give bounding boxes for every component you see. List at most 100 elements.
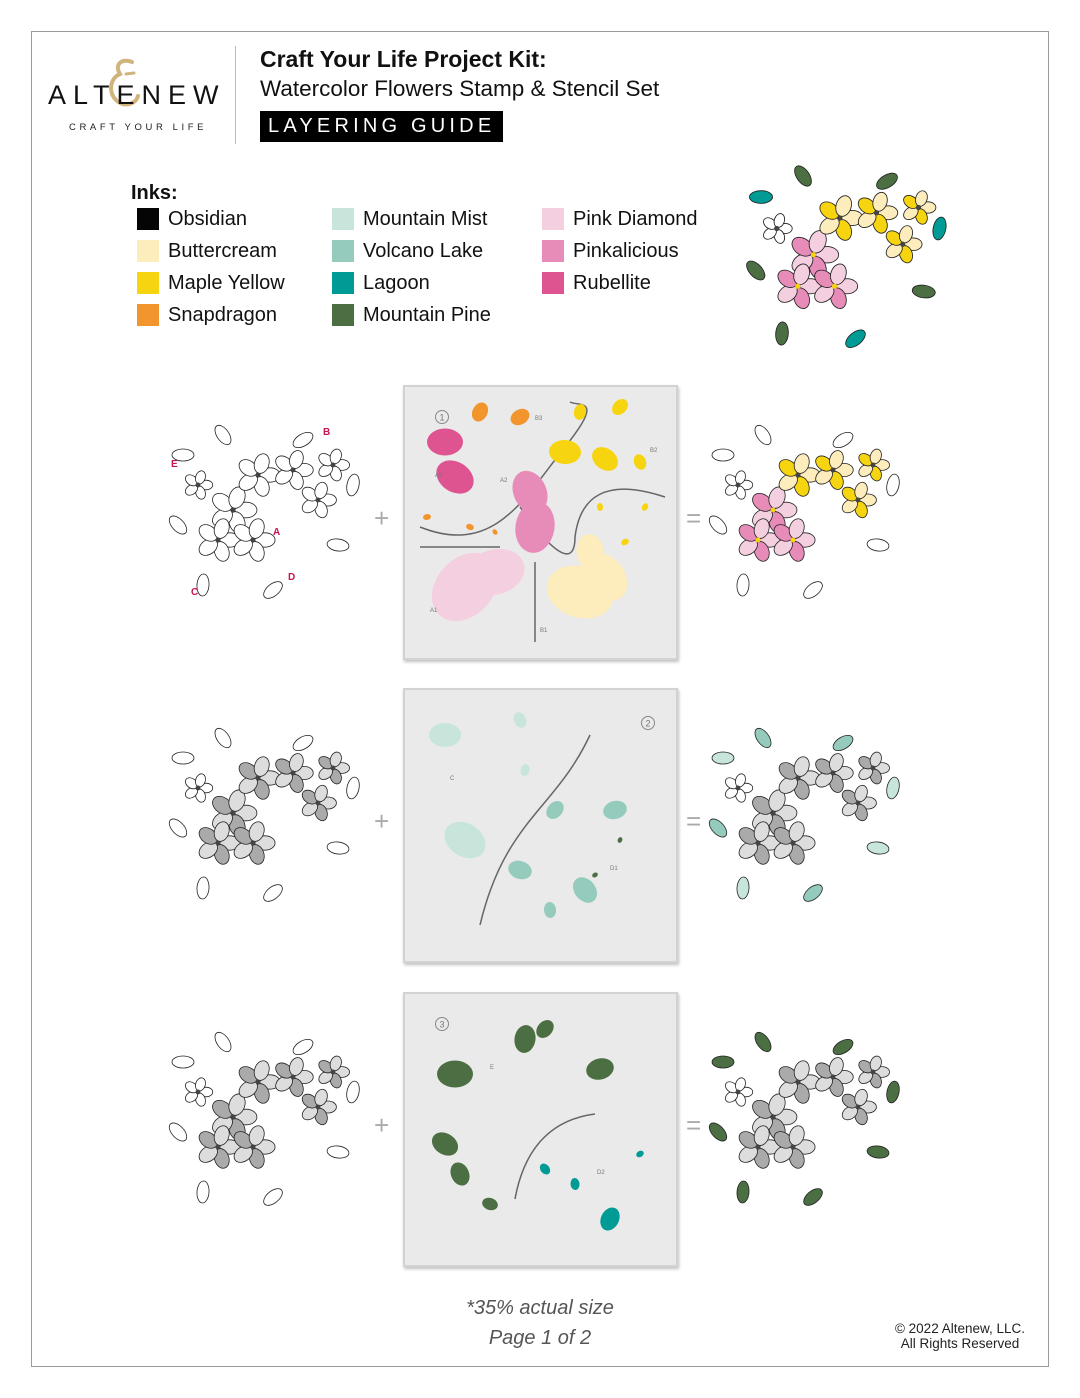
leaf-shape xyxy=(886,1080,900,1104)
stencil-opening xyxy=(592,872,598,878)
stencil-3: 3 E D2 xyxy=(403,992,678,1267)
flower-center xyxy=(230,1114,236,1120)
leaf-shape xyxy=(736,573,750,597)
leaf-shape xyxy=(196,876,210,900)
flower-center xyxy=(330,765,336,771)
flower-center xyxy=(215,840,221,846)
stencil-opening xyxy=(600,1207,620,1231)
stencil-opening xyxy=(482,1197,498,1211)
leaf-shape xyxy=(708,818,728,838)
flower-center xyxy=(870,1069,876,1075)
leaf-shape xyxy=(292,431,314,449)
flower-center xyxy=(830,1074,836,1080)
ink-name: Buttercream xyxy=(168,239,277,262)
leaf-shape xyxy=(168,515,188,535)
stencil-opening xyxy=(429,723,461,747)
leaf-shape xyxy=(876,172,898,190)
stamp-label: A xyxy=(273,527,280,538)
stencil-opening xyxy=(641,503,649,511)
size-note: *35% actual size xyxy=(466,1297,614,1319)
leaf-shape xyxy=(326,841,350,855)
leaf-shape xyxy=(775,321,789,346)
result-image xyxy=(708,727,900,902)
leaf-shape xyxy=(196,573,210,597)
stencil-opening xyxy=(520,764,530,776)
stencil-label: D2 xyxy=(597,1170,605,1176)
logo-wordmark: ALTENEW xyxy=(48,80,226,110)
leaf-shape xyxy=(794,165,812,187)
flower-center xyxy=(290,770,296,776)
stencil-opening xyxy=(437,1060,473,1088)
copyright: © 2022 Altenew, LLC. All Rights Reserved xyxy=(880,1321,1040,1351)
leaf-shape xyxy=(708,1122,728,1142)
logo-tagline: CRAFT YOUR LIFE xyxy=(69,122,208,133)
leaf-shape xyxy=(803,1188,823,1206)
ink-name: Snapdragon xyxy=(168,303,277,326)
flower-center xyxy=(795,775,801,781)
flower-center xyxy=(330,1069,336,1075)
stencil-opening xyxy=(510,408,530,426)
ink-item: Mountain Mist xyxy=(332,207,488,231)
stencil-2: 2 C D1 xyxy=(403,688,678,963)
copyright-text: © 2022 Altenew, LLC. xyxy=(894,1321,1026,1336)
flower-center xyxy=(230,810,236,816)
leaf-shape xyxy=(326,538,350,552)
ink-swatch xyxy=(332,272,354,294)
ink-item: Mountain Pine xyxy=(332,303,491,327)
leaf-shape xyxy=(263,884,283,902)
flower-center xyxy=(855,497,861,503)
stamped-image xyxy=(168,1031,360,1206)
flower-center xyxy=(230,507,236,513)
leaf-shape xyxy=(754,727,772,749)
flower-center xyxy=(250,840,256,846)
flower-center xyxy=(900,241,906,247)
stencil-opening xyxy=(572,877,598,903)
stamped-image: A B C D E xyxy=(168,424,360,599)
leaf-shape xyxy=(711,751,735,765)
stencil-opening xyxy=(576,534,604,570)
leaf-shape xyxy=(866,538,890,552)
flower-center xyxy=(290,467,296,473)
leaf-shape xyxy=(346,1080,360,1104)
stencil-opening xyxy=(465,548,525,596)
stencil-opening xyxy=(515,501,555,553)
page-number: Page 1 of 2 xyxy=(488,1327,592,1349)
stamped-image xyxy=(168,727,360,902)
leaf-shape xyxy=(171,448,195,462)
page-border xyxy=(31,31,1049,1367)
step-number-badge xyxy=(435,410,449,424)
ink-name: Volcano Lake xyxy=(363,239,484,262)
leaf-shape xyxy=(736,876,750,900)
flower-center xyxy=(195,482,201,488)
plus-sign: + xyxy=(374,806,390,836)
stencil-opening xyxy=(621,538,629,546)
flower-center xyxy=(215,537,221,543)
finished-flower-illustration xyxy=(746,165,947,348)
stencil-label: A3 xyxy=(435,473,443,479)
stencil-artwork: 2 C D1 xyxy=(429,712,655,926)
flower-center xyxy=(770,1114,776,1120)
ink-item: Maple Yellow xyxy=(137,271,285,295)
ink-swatch xyxy=(332,304,354,326)
leaf-shape xyxy=(171,751,195,765)
stencil-opening xyxy=(633,454,647,470)
leaf-shape xyxy=(346,776,360,800)
leaf-shape xyxy=(886,776,900,800)
flower-center xyxy=(250,537,256,543)
ink-name: Obsidian xyxy=(168,207,247,230)
flower-center xyxy=(774,225,780,232)
leaf-shape xyxy=(292,1038,314,1056)
rights-text: All Rights Reserved xyxy=(900,1336,1020,1351)
leaf-shape xyxy=(803,581,823,599)
leaf-shape xyxy=(832,734,854,752)
leaf-shape xyxy=(171,1055,195,1069)
stencil-opening xyxy=(603,800,627,820)
stencil-opening xyxy=(546,801,564,819)
stencil-guide-line xyxy=(479,734,591,926)
leaf-shape xyxy=(168,1122,188,1142)
flower-center xyxy=(215,1144,221,1150)
flower-center xyxy=(255,775,261,781)
stamp-label: D xyxy=(288,572,295,583)
ink-item: Volcano Lake xyxy=(332,239,483,263)
leaf-shape xyxy=(214,424,232,446)
